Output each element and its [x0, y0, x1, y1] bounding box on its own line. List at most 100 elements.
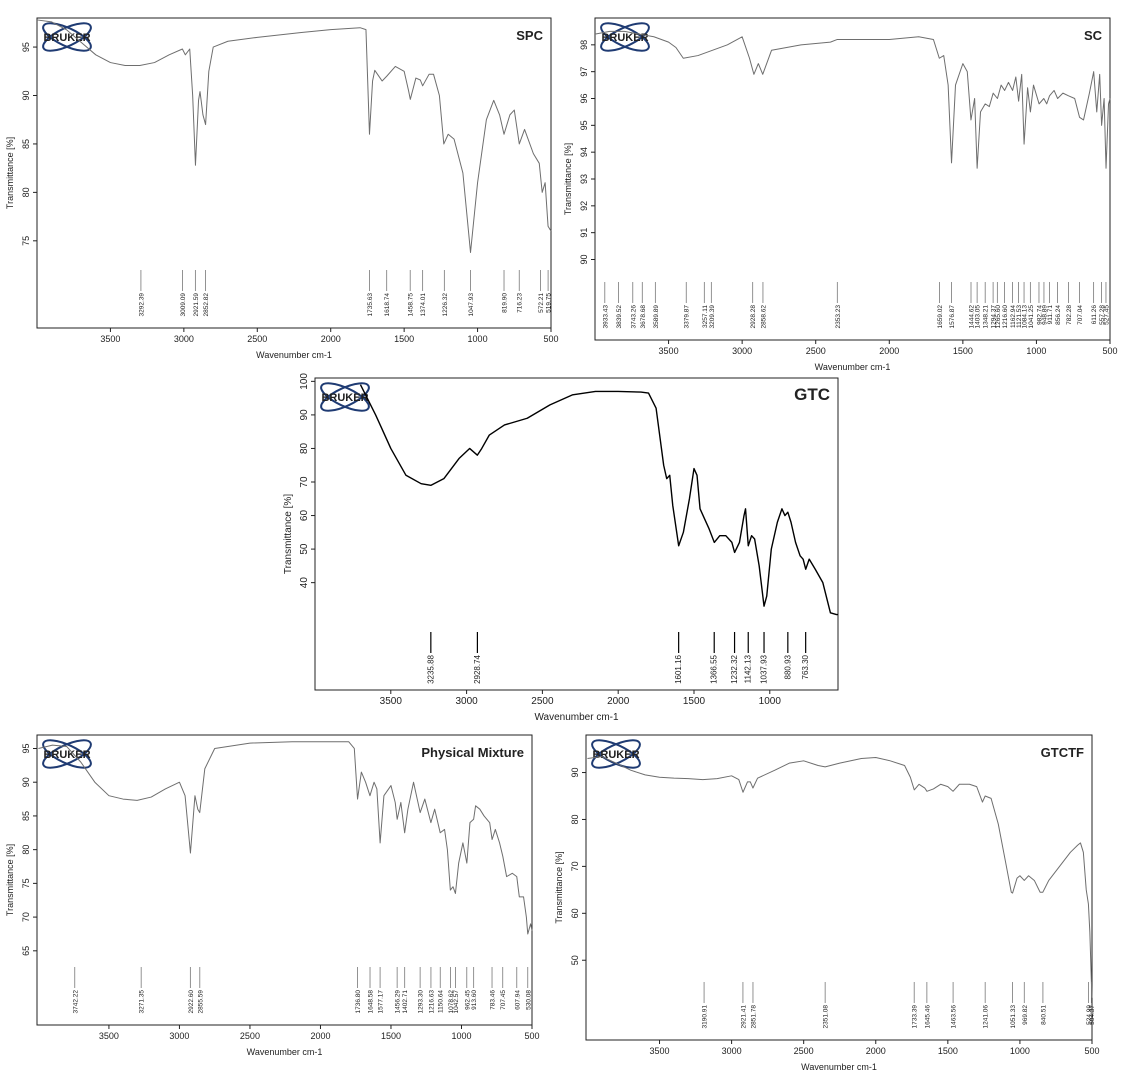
y-tick-label: 94 — [579, 147, 589, 157]
x-tick-label: 3500 — [100, 334, 120, 344]
logo-text: BRUKER — [43, 32, 90, 44]
x-tick-label: 1500 — [683, 696, 706, 707]
plot-frame — [36, 17, 552, 329]
x-tick-label: 2000 — [310, 1031, 330, 1041]
peak-label: 2852.82 — [203, 293, 210, 317]
logo: BRUKER — [591, 739, 641, 769]
x-tick-label: 1000 — [451, 1031, 471, 1041]
x-tick-label: 2500 — [794, 1046, 814, 1056]
peak-label: 1402.71 — [402, 990, 409, 1014]
peak-label: 763.30 — [801, 654, 810, 679]
x-tick-label: 3000 — [169, 1031, 189, 1041]
peak-label: 1041.25 — [1028, 305, 1035, 329]
x-tick-label: 3000 — [722, 1046, 742, 1056]
x-tick-label: 2500 — [247, 334, 267, 344]
y-tick-label: 80 — [21, 187, 31, 197]
y-tick-label: 75 — [21, 236, 31, 246]
y-tick-label: 95 — [21, 42, 31, 52]
x-tick-label: 1500 — [381, 1031, 401, 1041]
y-tick-label: 96 — [579, 93, 589, 103]
spectrum-line — [594, 30, 1111, 169]
peak-label: 530.08 — [525, 990, 532, 1010]
y-tick-label: 93 — [579, 174, 589, 184]
logo-orbit — [42, 739, 92, 769]
peak-label: 716.23 — [517, 293, 524, 313]
peak-label: 1084.13 — [1022, 305, 1029, 329]
peak-label: 3209.39 — [709, 305, 716, 329]
x-axis-label: Wavenumber cm-1 — [534, 712, 619, 723]
plot-frame — [594, 17, 1111, 341]
y-tick-label: 65 — [21, 946, 31, 956]
peak-label: 3235.88 — [426, 654, 435, 683]
x-tick-label: 1000 — [1010, 1046, 1030, 1056]
x-tick-label: 3500 — [380, 696, 403, 707]
peak-label: 1047.93 — [468, 293, 475, 317]
peak-label: 1142.13 — [744, 654, 753, 683]
chart-panel: 3500 3000 2500 2000 1500 1000 500 75 80 85 90 95 Wav… — [5, 17, 559, 360]
y-tick-label: 100 — [299, 373, 310, 390]
x-tick-label: 500 — [1084, 1046, 1099, 1056]
spectrum-line — [36, 19, 552, 253]
plot-frame — [314, 377, 839, 691]
peak-label: 2922.60 — [188, 990, 195, 1014]
x-tick-label: 3500 — [659, 346, 679, 356]
peak-label: 3271.35 — [139, 990, 146, 1014]
x-axis-label: Wavenumber cm-1 — [256, 350, 332, 360]
peak-label: 3743.26 — [630, 305, 637, 329]
chart-panel: 3500 3000 2500 2000 1500 1000 40 50 60 70 80 90 100 W… — [283, 373, 839, 723]
logo-orbit — [591, 739, 641, 769]
peak-label: 3257.11 — [702, 305, 709, 328]
y-axis-label: Transmittance [%] — [554, 851, 564, 923]
peak-label: 1366.55 — [710, 654, 719, 683]
peak-label: 1162.94 — [1010, 305, 1017, 328]
y-axis-label: Transmittance [%] — [283, 494, 294, 574]
peak-label: 782.28 — [1066, 305, 1073, 325]
y-tick-label: 40 — [299, 577, 310, 589]
peak-label: 1042.57 — [453, 990, 460, 1014]
x-tick-label: 500 — [1102, 346, 1117, 356]
peak-label: 913.60 — [471, 990, 478, 1010]
y-tick-label: 91 — [579, 228, 589, 238]
peak-label: 557.28 — [1099, 305, 1106, 325]
peak-label: 856.24 — [1055, 305, 1062, 325]
peak-label: 2353.23 — [835, 305, 842, 329]
peak-label: 1216.63 — [428, 990, 435, 1014]
peak-label: 1456.29 — [395, 990, 402, 1014]
peak-label: 611.26 — [1091, 305, 1098, 325]
logo-text: BRUKER — [43, 749, 90, 761]
peak-label: 2858.62 — [760, 305, 767, 329]
x-tick-label: 1500 — [938, 1046, 958, 1056]
logo: BRUKER — [600, 22, 650, 52]
peak-label: 1226.32 — [442, 293, 449, 317]
peak-label: 524.99 — [1086, 1005, 1093, 1025]
y-tick-label: 90 — [299, 409, 310, 421]
x-tick-label: 1500 — [394, 334, 414, 344]
chart-title: GTC — [794, 385, 830, 404]
peak-label: 707.04 — [1077, 305, 1084, 325]
chart-title: SPC — [516, 28, 543, 43]
y-tick-label: 85 — [21, 811, 31, 821]
x-tick-label: 3000 — [174, 334, 194, 344]
spectrum-line — [38, 741, 533, 935]
x-tick-label: 2000 — [607, 696, 630, 707]
peak-label: 1051.33 — [1010, 1005, 1017, 1029]
peak-label: 3839.52 — [616, 305, 623, 329]
peak-label: 969.82 — [1022, 1005, 1029, 1025]
x-tick-label: 1500 — [953, 346, 973, 356]
peak-label: 783.46 — [490, 990, 497, 1010]
logo: BRUKER — [42, 739, 92, 769]
peak-label: 962.45 — [464, 990, 471, 1010]
peak-label: 2851.78 — [750, 1005, 757, 1029]
peak-label: 504.37 — [1089, 1005, 1096, 1025]
peak-label: 572.21 — [538, 293, 545, 313]
peak-label: 1374.01 — [420, 293, 427, 317]
logo-orbit — [600, 22, 650, 52]
peak-label: 527.45 — [1103, 305, 1110, 325]
peak-label: 880.93 — [783, 654, 792, 679]
peak-label: 1403.05 — [975, 305, 982, 329]
chart-title: GTCTF — [1041, 745, 1084, 760]
plot-frame — [585, 734, 1093, 1041]
chart-panel: 3500 3000 2500 2000 1500 1000 500 90 91 92 93 94 95 9… — [563, 17, 1118, 372]
y-tick-label: 90 — [570, 768, 580, 778]
peak-label: 911.71 — [1047, 305, 1054, 325]
